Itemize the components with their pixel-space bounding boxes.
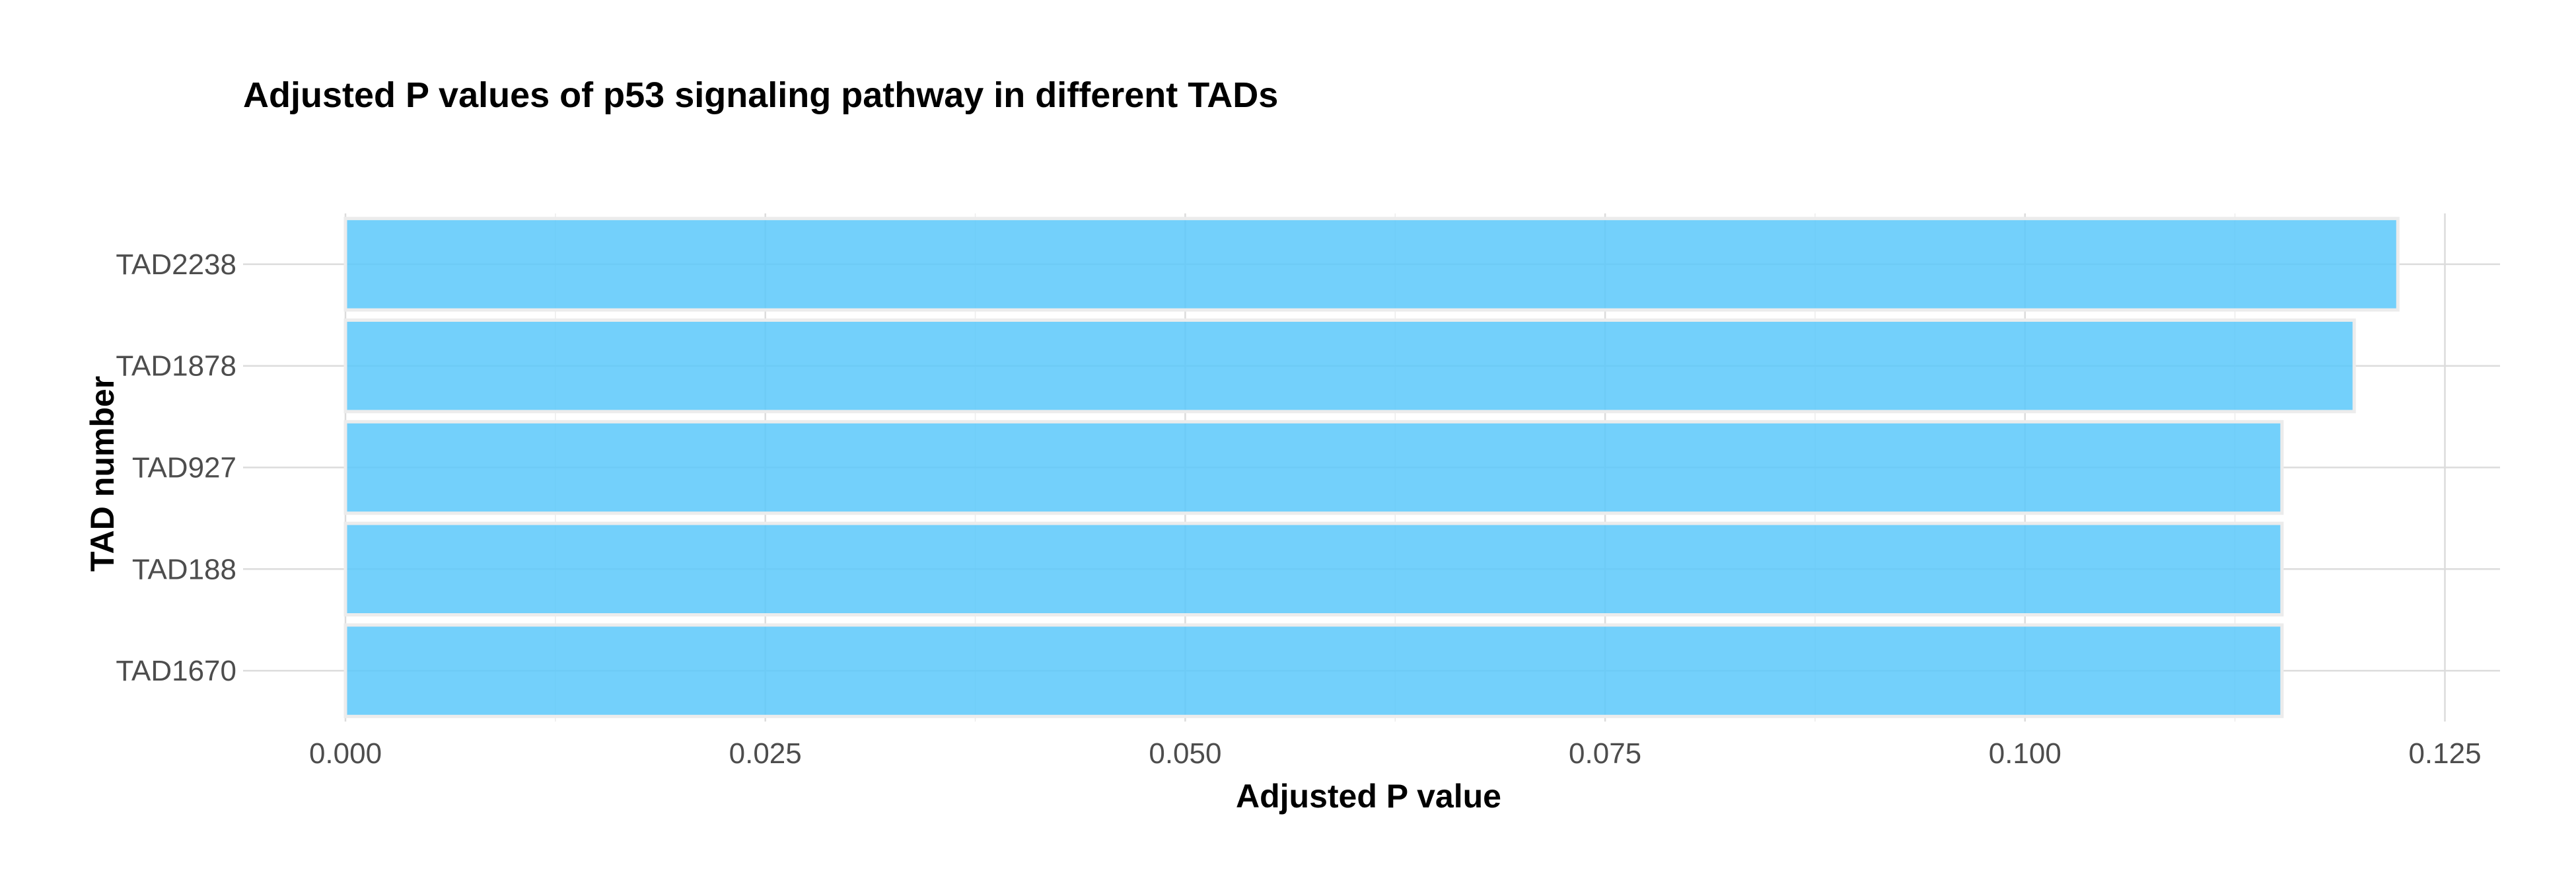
bars (343, 217, 2400, 718)
y-tick-label: TAD927 (132, 452, 236, 484)
y-axis-title: TAD number (84, 376, 121, 572)
x-axis-tick-labels: 0.000 0.025 0.050 0.075 0.100 0.125 (309, 737, 2482, 770)
bar-tad927 (343, 420, 2284, 515)
y-tick-label: TAD2238 (116, 248, 236, 281)
x-tick-label: 0.075 (1569, 737, 1641, 770)
x-tick-label: 0.050 (1149, 737, 1221, 770)
y-tick-label: TAD188 (132, 553, 236, 585)
chart-title: Adjusted P values of p53 signaling pathw… (243, 75, 1278, 115)
bar-tad1878 (343, 318, 2356, 414)
bar-tad188 (343, 521, 2284, 617)
x-tick-label: 0.000 (309, 737, 382, 770)
y-axis-tick-labels: TAD2238 TAD1878 TAD927 TAD188 TAD1670 (116, 248, 236, 687)
x-tick-label: 0.100 (1989, 737, 2061, 770)
y-tick-label: TAD1670 (116, 655, 236, 687)
x-tick-label: 0.125 (2408, 737, 2481, 770)
x-tick-label: 0.025 (729, 737, 802, 770)
y-tick-label: TAD1878 (116, 350, 236, 383)
x-axis-title: Adjusted P value (1236, 778, 1501, 815)
bar-tad1670 (343, 623, 2284, 718)
bar-tad2238 (343, 217, 2400, 312)
